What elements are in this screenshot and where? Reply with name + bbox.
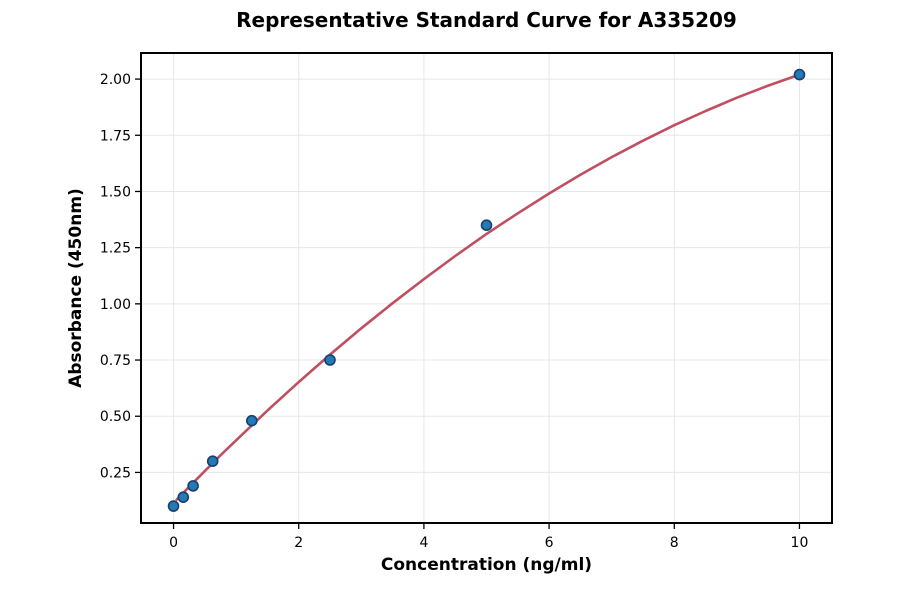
data-point <box>324 354 336 366</box>
data-point <box>167 500 180 512</box>
chart-title: Representative Standard Curve for A33520… <box>236 8 737 32</box>
data-point <box>177 491 190 504</box>
y-tick-label: 1.00 <box>100 297 131 313</box>
y-tick-label: 2.00 <box>100 72 131 88</box>
y-tick-label: 0.75 <box>100 353 131 369</box>
data-point <box>206 455 219 468</box>
x-tick-label: 2 <box>294 535 303 551</box>
x-tick-label: 0 <box>169 535 178 551</box>
y-tick-label: 1.25 <box>100 241 131 257</box>
y-tick-label: 0.50 <box>100 409 131 425</box>
x-tick-label: 10 <box>791 535 809 551</box>
x-axis-label: Concentration (ng/ml) <box>380 555 593 575</box>
data-point <box>793 68 806 81</box>
plot-border <box>140 52 833 524</box>
y-tick-label: 0.25 <box>100 465 131 481</box>
data-point <box>480 219 493 231</box>
data-point <box>246 414 258 427</box>
y-tick-label: 1.75 <box>100 128 131 144</box>
x-tick-label: 6 <box>545 535 554 551</box>
data-point <box>187 480 199 492</box>
y-tick-label: 1.50 <box>100 184 131 200</box>
fit-curve <box>175 73 801 501</box>
x-tick-label: 4 <box>419 535 428 551</box>
x-tick-label: 8 <box>670 535 679 551</box>
